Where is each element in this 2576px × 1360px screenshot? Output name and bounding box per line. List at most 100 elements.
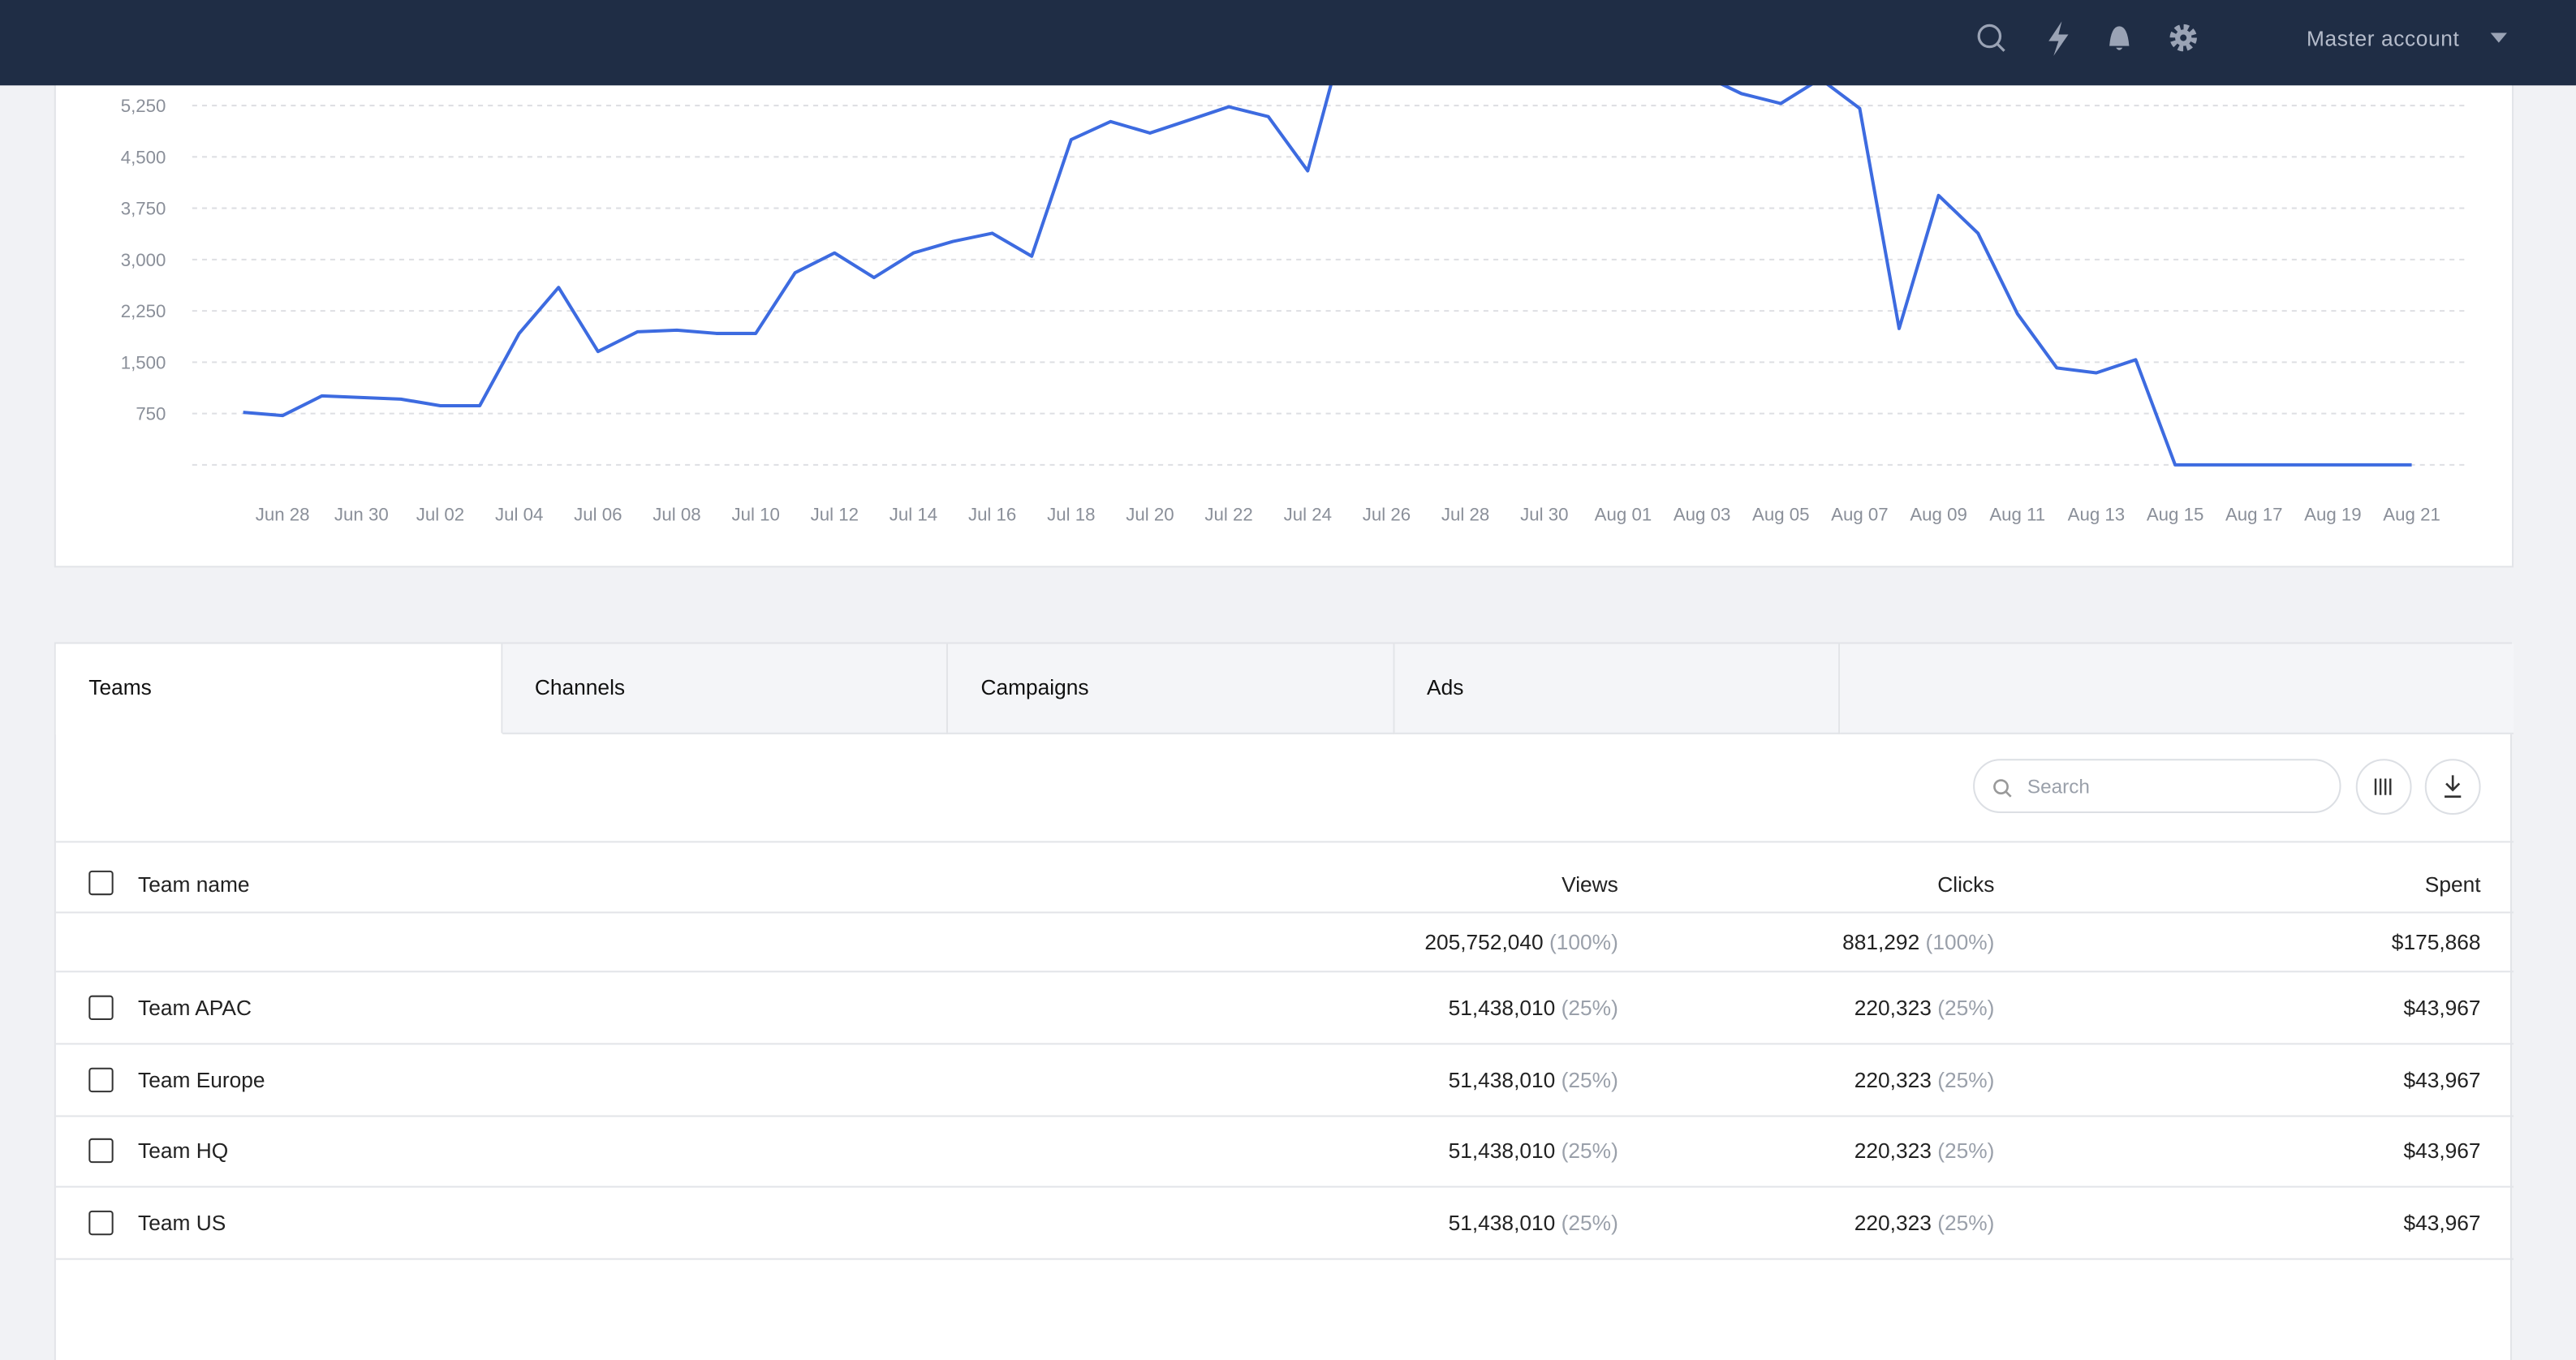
clicks-share: (25%) <box>1937 1138 1995 1164</box>
y-tick-label: 3,750 <box>121 199 166 219</box>
x-tick-label: Jul 12 <box>811 505 859 525</box>
total-views: 205,752,040 (100%) <box>1424 930 1618 954</box>
x-tick-label: Jul 26 <box>1363 505 1411 525</box>
account-menu[interactable]: Master account <box>2307 26 2460 51</box>
top-bar: Master account <box>0 0 2576 86</box>
x-tick-label: Aug 11 <box>1989 505 2045 525</box>
clicks-share: (25%) <box>1937 1209 1995 1235</box>
views: 51,438,010 (25%) <box>1449 996 1618 1020</box>
team-name[interactable]: Team Europe <box>138 1066 265 1092</box>
x-tick-label: Aug 09 <box>1910 505 1967 525</box>
x-tick-label: Jun 28 <box>256 505 310 525</box>
y-tick-label: 750 <box>136 404 166 424</box>
x-tick-label: Aug 21 <box>2383 505 2440 525</box>
x-tick-label: Jul 18 <box>1047 505 1095 525</box>
views-share: (25%) <box>1561 1138 1618 1164</box>
spent-value: $43,967 <box>2403 1066 2481 1092</box>
x-tick-label: Jul 22 <box>1204 505 1252 525</box>
x-tick-label: Jul 14 <box>890 505 937 525</box>
x-tick-label: Aug 01 <box>1595 505 1652 525</box>
search-icon[interactable] <box>1977 24 2005 52</box>
settings-icon[interactable] <box>2169 24 2197 52</box>
x-tick-label: Jul 02 <box>416 505 464 525</box>
clicks-value: 220,323 <box>1854 1138 1932 1164</box>
x-tick-label: Aug 03 <box>1674 505 1731 525</box>
select-all-checkbox[interactable] <box>88 870 114 896</box>
spent-value: $43,967 <box>2403 1138 2481 1164</box>
x-tick-label: Jul 20 <box>1126 505 1174 525</box>
chart-card <box>54 0 2514 568</box>
x-tick-label: Aug 17 <box>2225 505 2283 525</box>
team-name[interactable]: Team APAC <box>138 995 252 1021</box>
row-checkbox[interactable] <box>88 1066 114 1092</box>
x-tick-label: Jun 30 <box>334 505 389 525</box>
x-tick-label: Aug 05 <box>1752 505 1810 525</box>
y-tick-label: 2,250 <box>121 301 166 321</box>
team-name[interactable]: Team HQ <box>138 1138 229 1164</box>
column-header[interactable]: Clicks <box>1937 872 1995 897</box>
clicks: 220,323 (25%) <box>1854 1138 1995 1163</box>
clicks-value: 220,323 <box>1854 1209 1932 1235</box>
row-checkbox[interactable] <box>88 995 114 1021</box>
views-share: (25%) <box>1561 1066 1618 1092</box>
views-value: 51,438,010 <box>1448 1066 1556 1092</box>
clicks-value: 220,323 <box>1854 995 1932 1021</box>
x-tick-label: Aug 19 <box>2304 505 2362 525</box>
search-placeholder: Search <box>2027 775 2090 798</box>
tab-filler <box>1840 643 2514 734</box>
x-tick-label: Jul 16 <box>968 505 1016 525</box>
tab[interactable]: Channels <box>502 643 948 734</box>
x-tick-label: Jul 08 <box>653 505 700 525</box>
tab[interactable]: Campaigns <box>947 643 1394 734</box>
spent: $43,967 <box>2403 1067 2480 1091</box>
y-tick-label: 5,250 <box>121 96 166 116</box>
divider <box>55 1043 2514 1045</box>
clicks-share: (25%) <box>1937 1066 1995 1092</box>
clicks: 220,323 (25%) <box>1854 996 1995 1020</box>
x-tick-label: Jul 04 <box>495 505 543 525</box>
notifications-icon[interactable] <box>2109 26 2130 50</box>
activity-icon[interactable] <box>2048 21 2069 56</box>
column-header[interactable]: Team name <box>138 872 250 897</box>
table-card: Teams Channels Campaigns Ads Search Team na… <box>54 642 2514 1360</box>
x-tick-label: Aug 13 <box>2068 505 2126 525</box>
team-name[interactable]: Team US <box>138 1209 226 1235</box>
divider <box>55 911 2514 914</box>
total-spent: $175,868 <box>2392 930 2481 954</box>
spent-value: $43,967 <box>2403 995 2481 1021</box>
x-tick-label: Aug 15 <box>2147 505 2204 525</box>
views-value: 51,438,010 <box>1448 995 1556 1021</box>
chart: 750 1,500 2,250 3,000 3,750 4,500 5,250 Jun 28 J… <box>54 0 2514 568</box>
tab[interactable]: Ads <box>1394 643 1841 734</box>
row-checkbox[interactable] <box>88 1209 114 1235</box>
account-caret[interactable] <box>2490 32 2507 43</box>
columns-glyph <box>2374 778 2392 795</box>
columns-button[interactable] <box>2355 759 2412 816</box>
download-button[interactable] <box>2424 759 2481 816</box>
search-glyph <box>1993 779 2012 798</box>
clicks-value: 220,323 <box>1854 1066 1932 1092</box>
search-box[interactable]: Search <box>1973 759 2341 813</box>
y-tick-label: 3,000 <box>121 250 166 270</box>
spent-value: $43,967 <box>2403 1209 2481 1235</box>
views: 51,438,010 (25%) <box>1449 1138 1618 1163</box>
tab[interactable]: Teams <box>55 643 502 734</box>
x-tick-label: Jul 24 <box>1284 505 1332 525</box>
views: 51,438,010 (25%) <box>1449 1210 1618 1234</box>
total-clicks-share: (100%) <box>1925 929 1995 955</box>
column-header[interactable]: Views <box>1562 872 1618 897</box>
x-tick-label: Jul 06 <box>574 505 622 525</box>
spent: $43,967 <box>2403 1138 2480 1163</box>
total-views-value: 205,752,040 <box>1424 929 1544 955</box>
total-clicks: 881,292 (100%) <box>1842 930 1994 954</box>
clicks: 220,323 (25%) <box>1854 1067 1995 1091</box>
column-header[interactable]: Spent <box>2424 872 2481 897</box>
x-tick-label: Jul 28 <box>1441 505 1489 525</box>
nav-icons <box>1977 21 2507 56</box>
clicks: 220,323 (25%) <box>1854 1210 1995 1234</box>
row-checkbox[interactable] <box>88 1138 114 1164</box>
download-glyph <box>2445 775 2462 798</box>
views-share: (25%) <box>1561 995 1618 1021</box>
x-tick-label: Aug 07 <box>1831 505 1889 525</box>
